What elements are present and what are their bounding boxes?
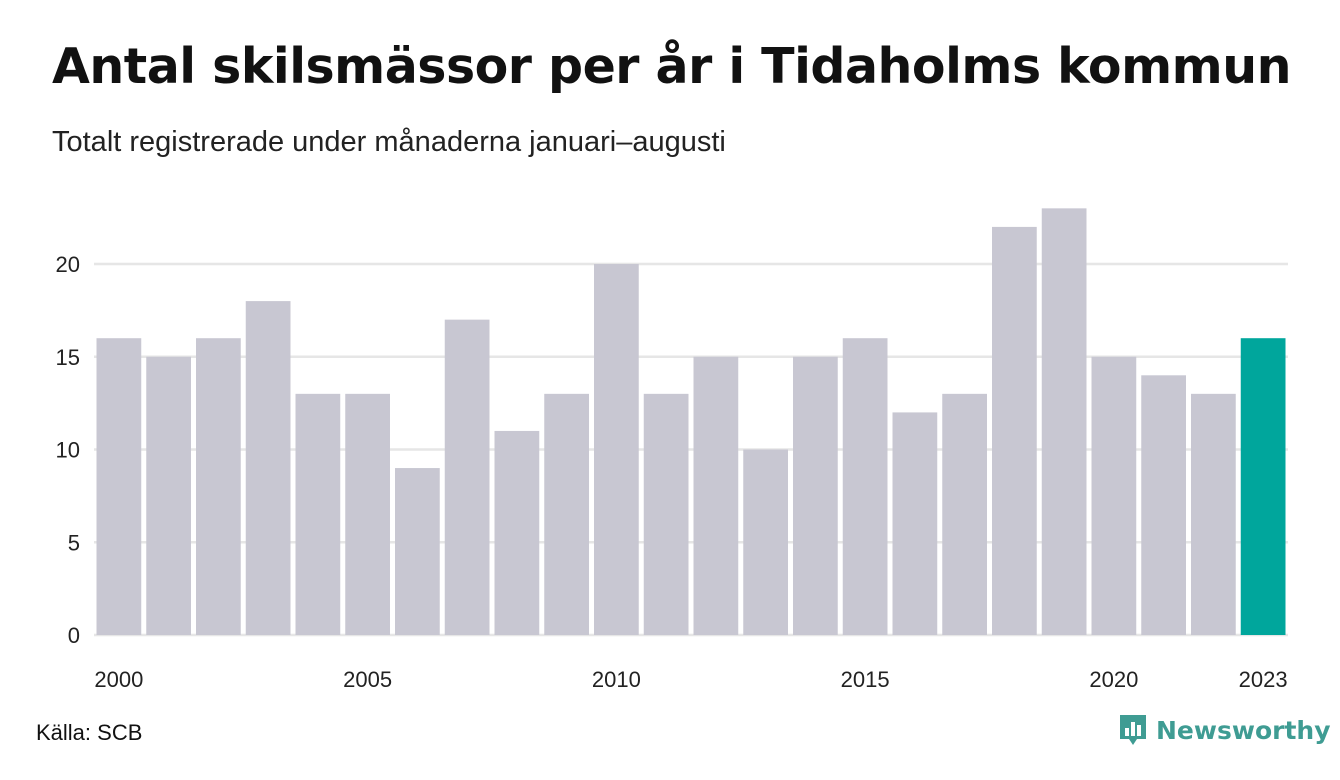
- bar-2007: [444, 319, 490, 635]
- x-axis-ticks: 2000 2005 2010 2015 2020 2023: [94, 667, 1287, 692]
- bars: [96, 208, 1286, 635]
- bar-2017: [942, 393, 987, 635]
- y-tick-label: 20: [56, 252, 80, 277]
- bar-2000: [96, 338, 142, 635]
- x-tick-label: 2020: [1089, 667, 1138, 692]
- bar-2009: [544, 393, 589, 635]
- bar-2008: [494, 430, 540, 635]
- y-tick-label: 0: [68, 623, 80, 648]
- bar-2015: [842, 338, 888, 635]
- brand-logo: Newsworthy: [1118, 712, 1331, 748]
- x-tick-label: 2000: [94, 667, 143, 692]
- x-tick-label: 2015: [841, 667, 890, 692]
- bar-2005: [345, 393, 390, 635]
- bar-2001: [146, 356, 191, 635]
- bar-2012: [693, 356, 739, 635]
- bar-2011: [643, 393, 689, 635]
- bar-2014: [793, 356, 838, 635]
- bar-2023: [1240, 338, 1286, 635]
- newsworthy-logo-icon: [1120, 715, 1146, 745]
- y-tick-label: 5: [68, 530, 80, 555]
- bar-2018: [992, 226, 1037, 635]
- y-tick-label: 10: [56, 438, 80, 463]
- chart-subtitle: Totalt registrerade under månaderna janu…: [52, 126, 726, 158]
- y-axis-ticks: 0 5 10 15 20: [56, 252, 80, 648]
- bar-2020: [1091, 356, 1137, 635]
- bar-2013: [743, 449, 788, 635]
- brand-name: Newsworthy: [1156, 715, 1331, 745]
- bar-2002: [196, 338, 241, 635]
- bar-2006: [395, 468, 440, 635]
- bar-2021: [1141, 375, 1186, 635]
- bar-2010: [594, 264, 639, 635]
- gridlines: [94, 262, 1288, 637]
- bar-2004: [295, 393, 341, 635]
- y-tick-label: 15: [56, 345, 80, 370]
- x-tick-label: 2023: [1239, 667, 1288, 692]
- bar-2022: [1191, 393, 1236, 635]
- x-tick-label: 2010: [592, 667, 641, 692]
- chart-title: Antal skilsmässor per år i Tidaholms kom…: [52, 38, 1291, 95]
- bar-2016: [892, 412, 938, 635]
- bar-2019: [1041, 208, 1087, 635]
- bar-2003: [245, 301, 291, 635]
- x-tick-label: 2005: [343, 667, 392, 692]
- source-label: Källa: SCB: [36, 720, 143, 745]
